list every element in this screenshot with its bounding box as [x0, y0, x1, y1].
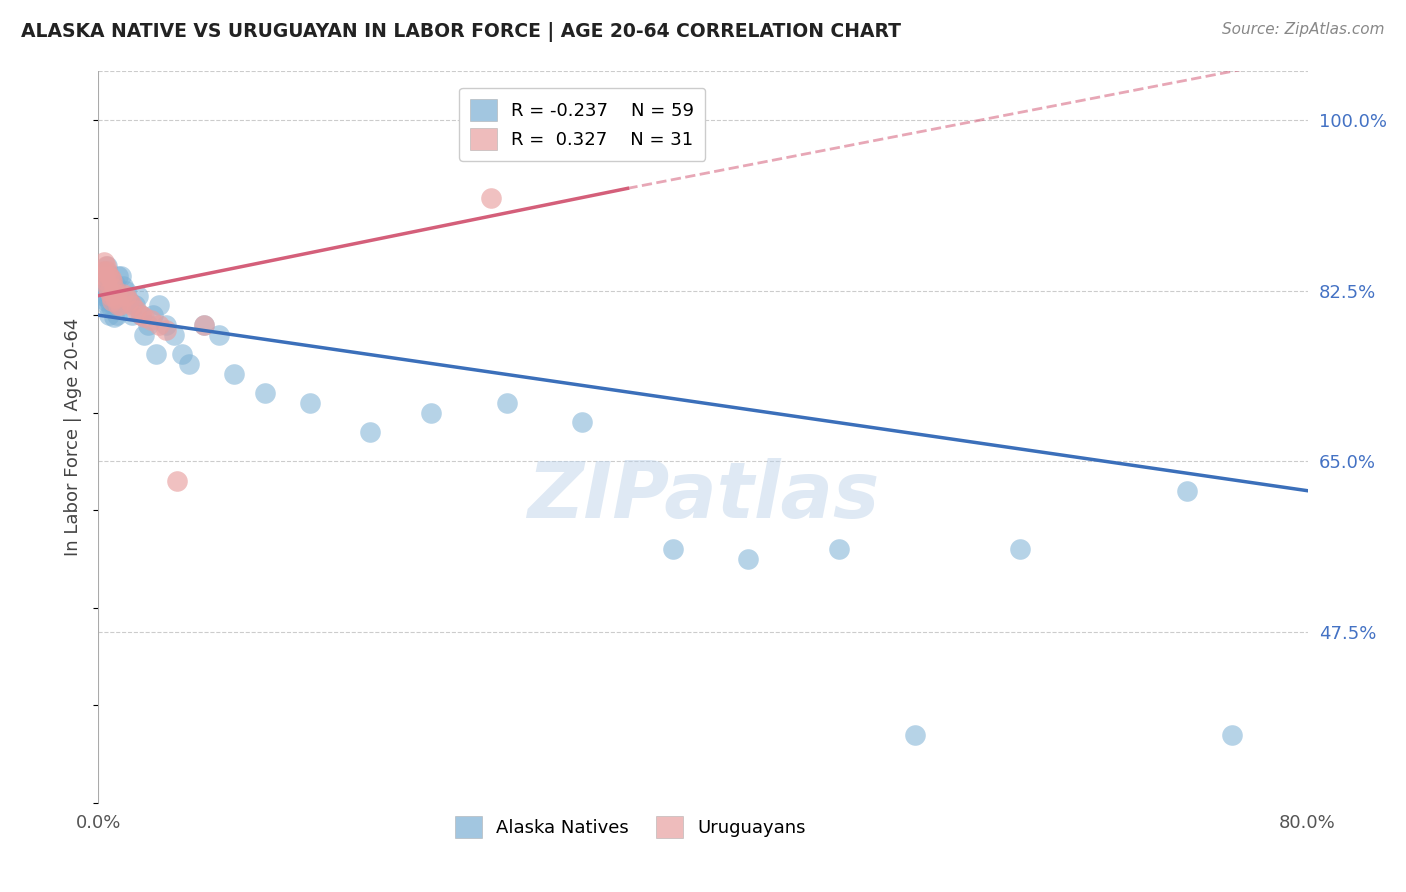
Point [101, 293, 124, 308]
Point [170, 347, 193, 361]
Point [101, 274, 124, 288]
Point [118, 293, 141, 308]
Point [98, 284, 121, 298]
Point [360, 425, 382, 440]
Point [148, 298, 170, 312]
Text: Source: ZipAtlas.com: Source: ZipAtlas.com [1222, 22, 1385, 37]
Point [141, 313, 163, 327]
Point [166, 474, 188, 488]
Point [136, 318, 159, 332]
Point [114, 284, 136, 298]
Point [118, 293, 141, 308]
Point [94, 293, 117, 308]
Point [129, 308, 152, 322]
Point [105, 286, 128, 301]
Point [132, 327, 155, 342]
Point [100, 301, 122, 315]
Point [105, 308, 128, 322]
Point [125, 303, 148, 318]
Point [155, 323, 177, 337]
Point [98, 293, 121, 308]
Point [481, 191, 503, 205]
Point [101, 293, 124, 308]
Point [179, 357, 201, 371]
Point [94, 274, 117, 288]
Point [96, 279, 118, 293]
Point [103, 298, 125, 312]
Point [96, 288, 118, 302]
Point [91, 269, 114, 284]
Point [94, 279, 117, 293]
Point [93, 288, 115, 302]
Text: ALASKA NATIVE VS URUGUAYAN IN LABOR FORCE | AGE 20-64 CORRELATION CHART: ALASKA NATIVE VS URUGUAYAN IN LABOR FORC… [21, 22, 901, 42]
Point [142, 308, 165, 322]
Point [93, 269, 115, 284]
Point [420, 406, 443, 420]
Point [127, 288, 149, 302]
Point [145, 347, 167, 361]
Point [224, 367, 246, 381]
Point [98, 308, 121, 322]
Point [107, 269, 129, 284]
Point [104, 277, 127, 291]
Point [96, 298, 118, 312]
Point [828, 542, 851, 557]
Point [104, 291, 127, 305]
Point [208, 327, 231, 342]
Point [103, 281, 125, 295]
Point [114, 288, 136, 302]
Point [571, 416, 593, 430]
Point [100, 288, 122, 302]
Point [98, 269, 121, 284]
Point [1220, 727, 1243, 741]
Point [148, 318, 170, 332]
Point [94, 260, 117, 274]
Point [299, 396, 322, 410]
Point [100, 271, 122, 285]
Point [103, 284, 125, 298]
Point [495, 396, 517, 410]
Point [100, 274, 122, 288]
Point [193, 318, 215, 332]
Point [93, 274, 115, 288]
Point [96, 260, 118, 274]
Point [100, 288, 122, 302]
Y-axis label: In Labor Force | Age 20-64: In Labor Force | Age 20-64 [65, 318, 83, 557]
Point [111, 286, 134, 301]
Point [111, 279, 134, 293]
Point [101, 279, 124, 293]
Point [155, 318, 177, 332]
Point [661, 542, 683, 557]
Point [103, 310, 125, 325]
Point [737, 552, 759, 566]
Point [124, 298, 146, 312]
Point [93, 254, 115, 268]
Point [94, 264, 117, 278]
Point [98, 284, 121, 298]
Point [108, 288, 131, 302]
Point [904, 727, 927, 741]
Point [98, 269, 121, 284]
Point [110, 269, 132, 284]
Point [107, 298, 129, 312]
Point [1010, 542, 1032, 557]
Point [1175, 483, 1198, 498]
Point [108, 298, 131, 312]
Point [91, 264, 114, 278]
Point [96, 274, 118, 288]
Point [132, 310, 155, 325]
Point [163, 327, 186, 342]
Point [121, 298, 143, 312]
Point [96, 264, 118, 278]
Point [193, 318, 215, 332]
Point [129, 308, 152, 322]
Point [253, 386, 276, 401]
Legend: Alaska Natives, Uruguayans: Alaska Natives, Uruguayans [447, 808, 813, 845]
Text: ZIPatlas: ZIPatlas [527, 458, 879, 533]
Point [121, 308, 143, 322]
